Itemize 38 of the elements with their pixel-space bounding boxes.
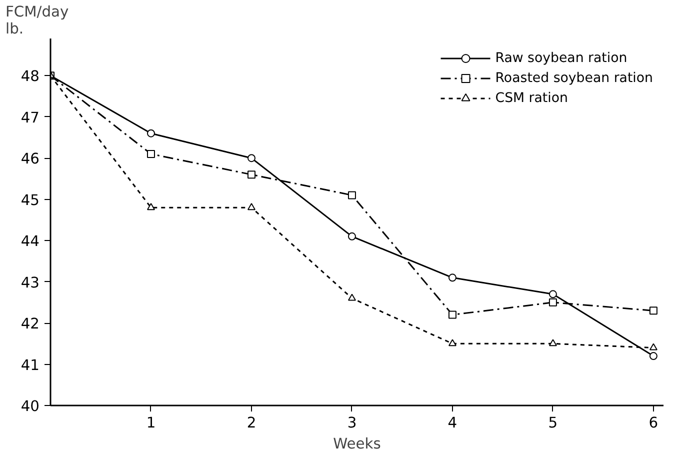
point [146,150,155,158]
y-tick-label: 45 [20,192,40,209]
point [548,290,557,298]
y-tick-label: 40 [20,398,40,415]
point [247,154,256,162]
point [649,306,658,315]
y-tick-label: 43 [20,274,40,292]
y-tick-label: 48 [20,68,40,86]
legend-label: Raw soybean ration [495,50,628,66]
point [448,274,456,282]
point [247,170,256,179]
x-tick-label: 2 [246,414,256,432]
x-tick-label: 1 [146,414,156,432]
point [649,352,658,360]
point [348,294,356,301]
point [146,203,155,210]
point [247,203,256,210]
x-tick-label: 5 [548,414,558,432]
y-axis-title: FCM/day lb. [6,4,70,38]
point [348,191,356,200]
y-tick-label: 47 [20,109,40,126]
x-axis-title: Weeks [333,436,381,452]
x-tick-label: 6 [648,414,658,432]
point [448,339,456,346]
point [548,298,557,306]
legend-label: Roasted soybean ration [495,70,653,86]
point [548,339,557,346]
point [649,343,658,350]
point [146,129,155,138]
legend-label: CSM ration [495,90,568,106]
y-tick-label: 44 [20,233,40,250]
point [448,310,456,319]
x-tick-label: 4 [448,414,458,432]
x-tick-label: 3 [347,414,357,432]
point [348,232,356,240]
y-tick-label: 41 [20,356,40,374]
y-tick-label: 46 [20,150,40,168]
y-tick-label: 42 [20,316,40,333]
